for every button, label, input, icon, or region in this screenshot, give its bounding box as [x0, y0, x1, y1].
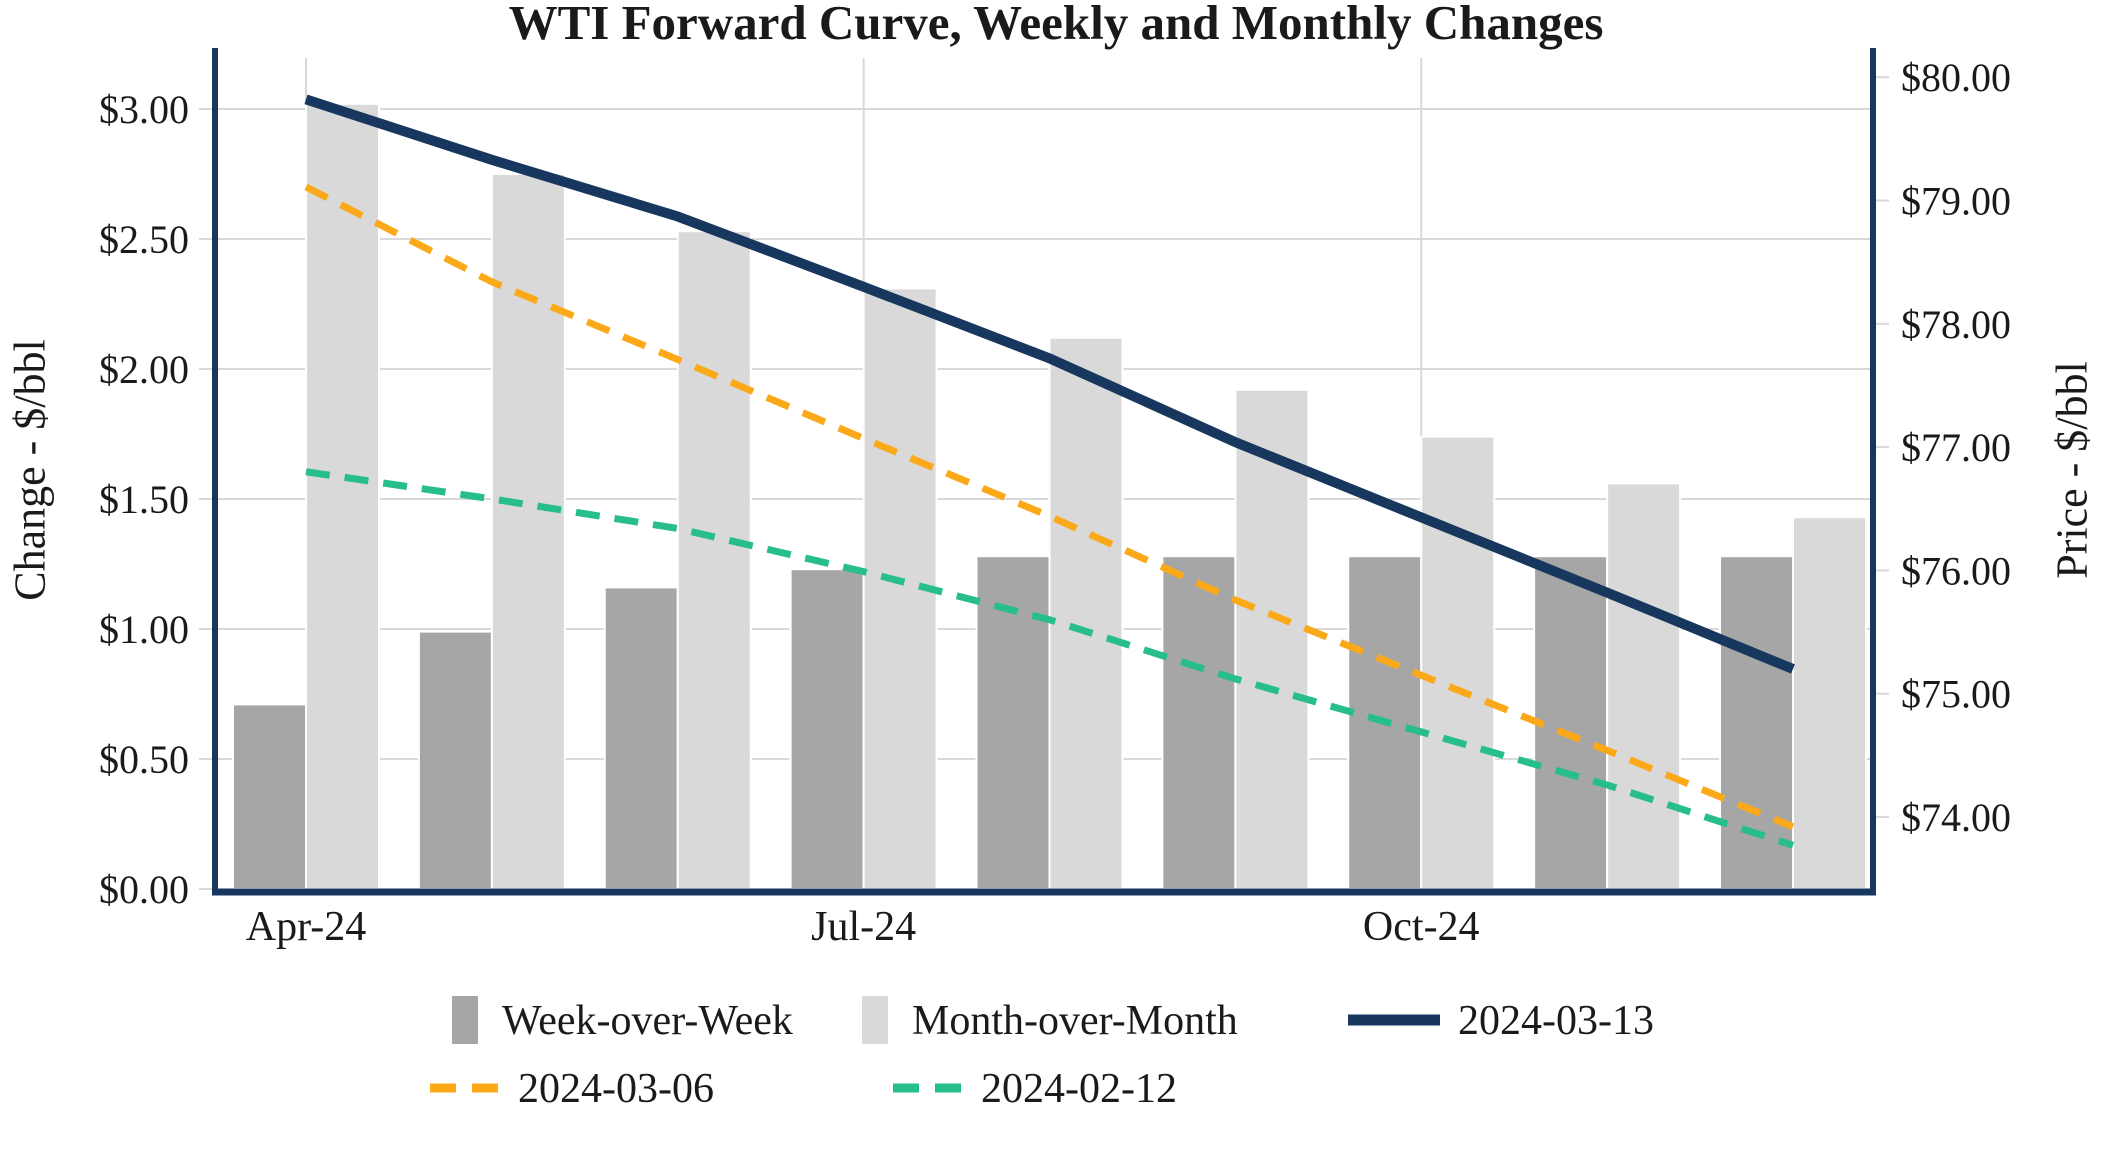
right-tick-label: $78.00: [1901, 302, 2011, 347]
line-2024-03-13: [304, 94, 1795, 674]
bar-month-over-month: [676, 230, 752, 890]
right-tick-label: $74.00: [1901, 795, 2011, 840]
left-tick-label: $0.00: [99, 867, 189, 912]
legend-label: 2024-03-13: [1458, 998, 1654, 1044]
bar-month-over-month: [1792, 516, 1867, 890]
bar-month-over-month: [305, 102, 380, 891]
x-tick-label: Apr-24: [246, 904, 366, 950]
right-tick-label: $75.00: [1901, 672, 2011, 717]
legend-label: 2024-03-06: [518, 1066, 714, 1112]
bar-month-over-month: [1606, 482, 1682, 890]
left-tick-label: $2.00: [99, 347, 189, 392]
legend-label: Week-over-Week: [502, 998, 793, 1044]
right-tick-label: $80.00: [1901, 55, 2011, 100]
bar-month-over-month: [1234, 388, 1310, 890]
bar-week-over-week: [789, 568, 865, 890]
bar-week-over-week: [975, 555, 1051, 890]
bar-week-over-week: [1161, 555, 1237, 890]
right-tick-label: $79.00: [1901, 179, 2011, 224]
legend-swatch-bar: [862, 996, 888, 1044]
x-tick-label: Oct-24: [1363, 904, 1480, 950]
left-tick-label: $0.50: [99, 737, 189, 782]
legend-label: Month-over-Month: [912, 998, 1238, 1044]
bar-month-over-month: [1048, 336, 1124, 890]
line-2024-03-06: [304, 183, 1795, 831]
legend-label: 2024-02-12: [981, 1066, 1177, 1112]
bar-week-over-week: [1533, 555, 1609, 890]
left-tick-label: $3.00: [99, 87, 189, 132]
right-axis-title: Price - $/bbl: [2047, 361, 2097, 579]
bar-month-over-month: [1420, 435, 1496, 890]
x-tick-label: Jul-24: [811, 904, 916, 950]
bar-week-over-week: [417, 630, 493, 890]
left-tick-label: $1.50: [99, 477, 189, 522]
bar-month-over-month: [490, 173, 566, 890]
right-tick-label: $76.00: [1901, 548, 2011, 593]
legend-swatch-bar: [452, 996, 478, 1044]
left-tick-label: $2.50: [99, 217, 189, 262]
right-tick-label: $77.00: [1901, 425, 2011, 470]
left-axis-title: Change - $/bbl: [5, 339, 55, 601]
line-2024-02-12: [305, 468, 1795, 849]
bar-week-over-week: [603, 586, 679, 891]
chart-title: WTI Forward Curve, Weekly and Monthly Ch…: [508, 0, 1604, 50]
left-tick-label: $1.00: [99, 607, 189, 652]
bar-month-over-month: [862, 287, 938, 890]
bar-week-over-week: [232, 703, 307, 891]
